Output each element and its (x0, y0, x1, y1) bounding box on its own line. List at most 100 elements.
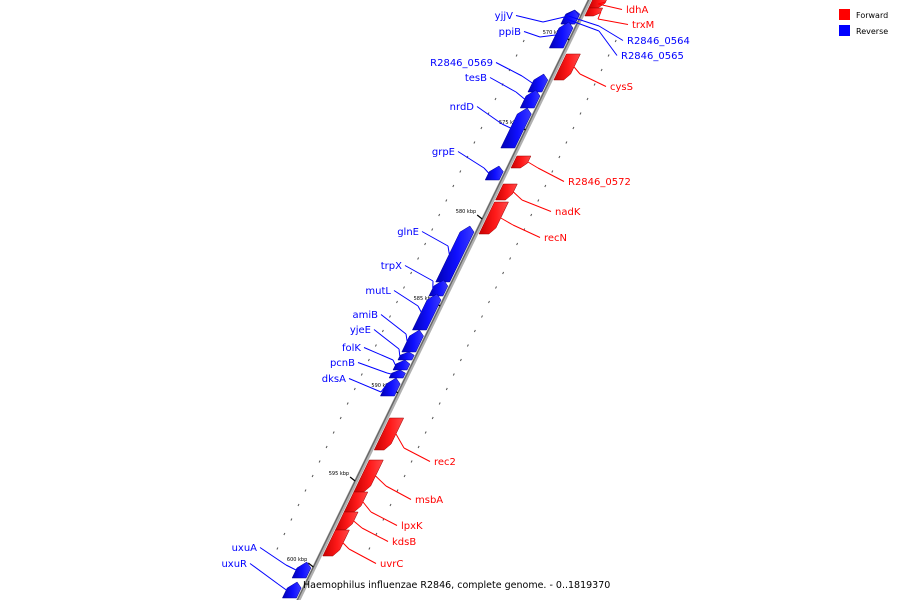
minor-tick (453, 374, 454, 376)
minor-tick (460, 359, 461, 361)
minor-tick (545, 185, 546, 187)
minor-tick (284, 533, 285, 535)
minor-tick (375, 345, 376, 347)
minor-tick (489, 301, 490, 303)
gene-callout-line (364, 348, 393, 361)
gene-label-yjee: yjeE (350, 325, 371, 336)
gene-label-lpxk: lpxK (401, 521, 423, 532)
minor-tick (601, 69, 602, 71)
minor-tick (510, 258, 511, 260)
gene-label-trpx: trpX (381, 261, 402, 272)
minor-tick (376, 533, 377, 535)
gene-callout-line (405, 266, 433, 282)
minor-tick (411, 461, 412, 463)
gene-callout-line (343, 543, 349, 549)
gene-callout-line (381, 315, 406, 335)
gene-callout-line (374, 330, 399, 350)
gene-callout-line (393, 360, 395, 365)
gene-callout-line (599, 26, 623, 41)
minor-tick (552, 171, 553, 173)
minor-tick (615, 40, 616, 42)
minor-tick (425, 432, 426, 434)
gene-label-r2846-0572: R2846_0572 (568, 177, 631, 188)
gene-folk[interactable] (393, 360, 410, 370)
gene-label-cyss: cysS (610, 82, 633, 93)
gene-callout-line (513, 225, 540, 238)
gene-callout-line (448, 246, 449, 254)
minor-tick (482, 316, 483, 318)
gene-label-recn: recN (544, 233, 567, 244)
gene-pcnb[interactable] (389, 370, 405, 378)
minor-tick (277, 548, 278, 550)
gene-label-ppib: ppiB (499, 27, 521, 38)
minor-tick (559, 156, 560, 158)
gene-callout-line (598, 19, 628, 25)
minor-tick (608, 55, 609, 57)
gene-callout-line (354, 521, 362, 528)
minor-tick (397, 490, 398, 492)
gene-yjee[interactable] (398, 352, 414, 360)
gene-label-uvrc: uvrC (380, 559, 403, 570)
gene-callout-line (396, 434, 404, 448)
minor-tick (538, 200, 539, 202)
gene-label-mutl: mutL (365, 286, 391, 297)
gene-label-dksa: dksA (322, 374, 346, 385)
legend-reverse-label: Reverse (856, 27, 888, 36)
minor-tick (390, 316, 391, 318)
gene-callout-line (250, 564, 278, 585)
gene-callout-line (422, 232, 448, 247)
minor-tick (432, 417, 433, 419)
gene-callout-line (362, 528, 388, 542)
minor-tick (368, 359, 369, 361)
minor-tick (481, 127, 482, 129)
gene-callout-line (278, 584, 286, 590)
gene-callout-line (501, 218, 513, 225)
minor-tick (312, 475, 313, 477)
minor-tick (305, 490, 306, 492)
gene-label-glne: glnE (397, 227, 419, 238)
gene-label-rec2: rec2 (434, 457, 456, 468)
gene-label-tesb: tesB (465, 73, 487, 84)
gene-callout-line (399, 349, 400, 356)
gene-callout-line (580, 74, 606, 87)
minor-tick (503, 272, 504, 274)
scale-tick-label: 580 kbp (456, 209, 476, 215)
minor-tick (439, 214, 440, 216)
minor-tick (439, 403, 440, 405)
minor-tick (496, 287, 497, 289)
minor-tick (446, 200, 447, 202)
scale-tick (477, 215, 482, 219)
minor-tick (517, 243, 518, 245)
gene-label-ldha: ldhA (626, 5, 648, 16)
minor-tick (390, 504, 391, 506)
minor-tick (432, 229, 433, 231)
gene-callout-line (477, 107, 502, 125)
gene-callout-line (286, 565, 296, 570)
genome-backbone (294, 0, 592, 600)
minor-tick (495, 98, 496, 100)
gene-callout-line (524, 32, 540, 38)
minor-tick (474, 330, 475, 332)
minor-tick (347, 403, 348, 405)
gene-callout-line (406, 334, 407, 341)
gene-label-uxua: uxuA (232, 543, 258, 554)
gene-callout-line (496, 63, 522, 77)
gene-callout-line (513, 192, 522, 200)
gene-callout-line (490, 78, 516, 93)
gene-callout-line (458, 152, 484, 169)
minor-tick (291, 519, 292, 521)
minor-tick (418, 258, 419, 260)
gene-callout-line (363, 502, 371, 512)
legend-reverse-swatch (839, 25, 850, 36)
minor-tick (418, 446, 419, 448)
gene-grpe[interactable] (485, 166, 503, 180)
gene-callout-line (418, 306, 421, 312)
minor-tick (474, 142, 475, 144)
gene-callout-line (522, 200, 551, 212)
minor-tick (580, 113, 581, 115)
genome-caption: Haemophilus influenzae R2846, complete g… (303, 580, 610, 591)
gene-label-pcnb: pcnB (330, 358, 355, 369)
gene-label-folk: folK (342, 343, 361, 354)
gene-callout-line (358, 363, 387, 374)
